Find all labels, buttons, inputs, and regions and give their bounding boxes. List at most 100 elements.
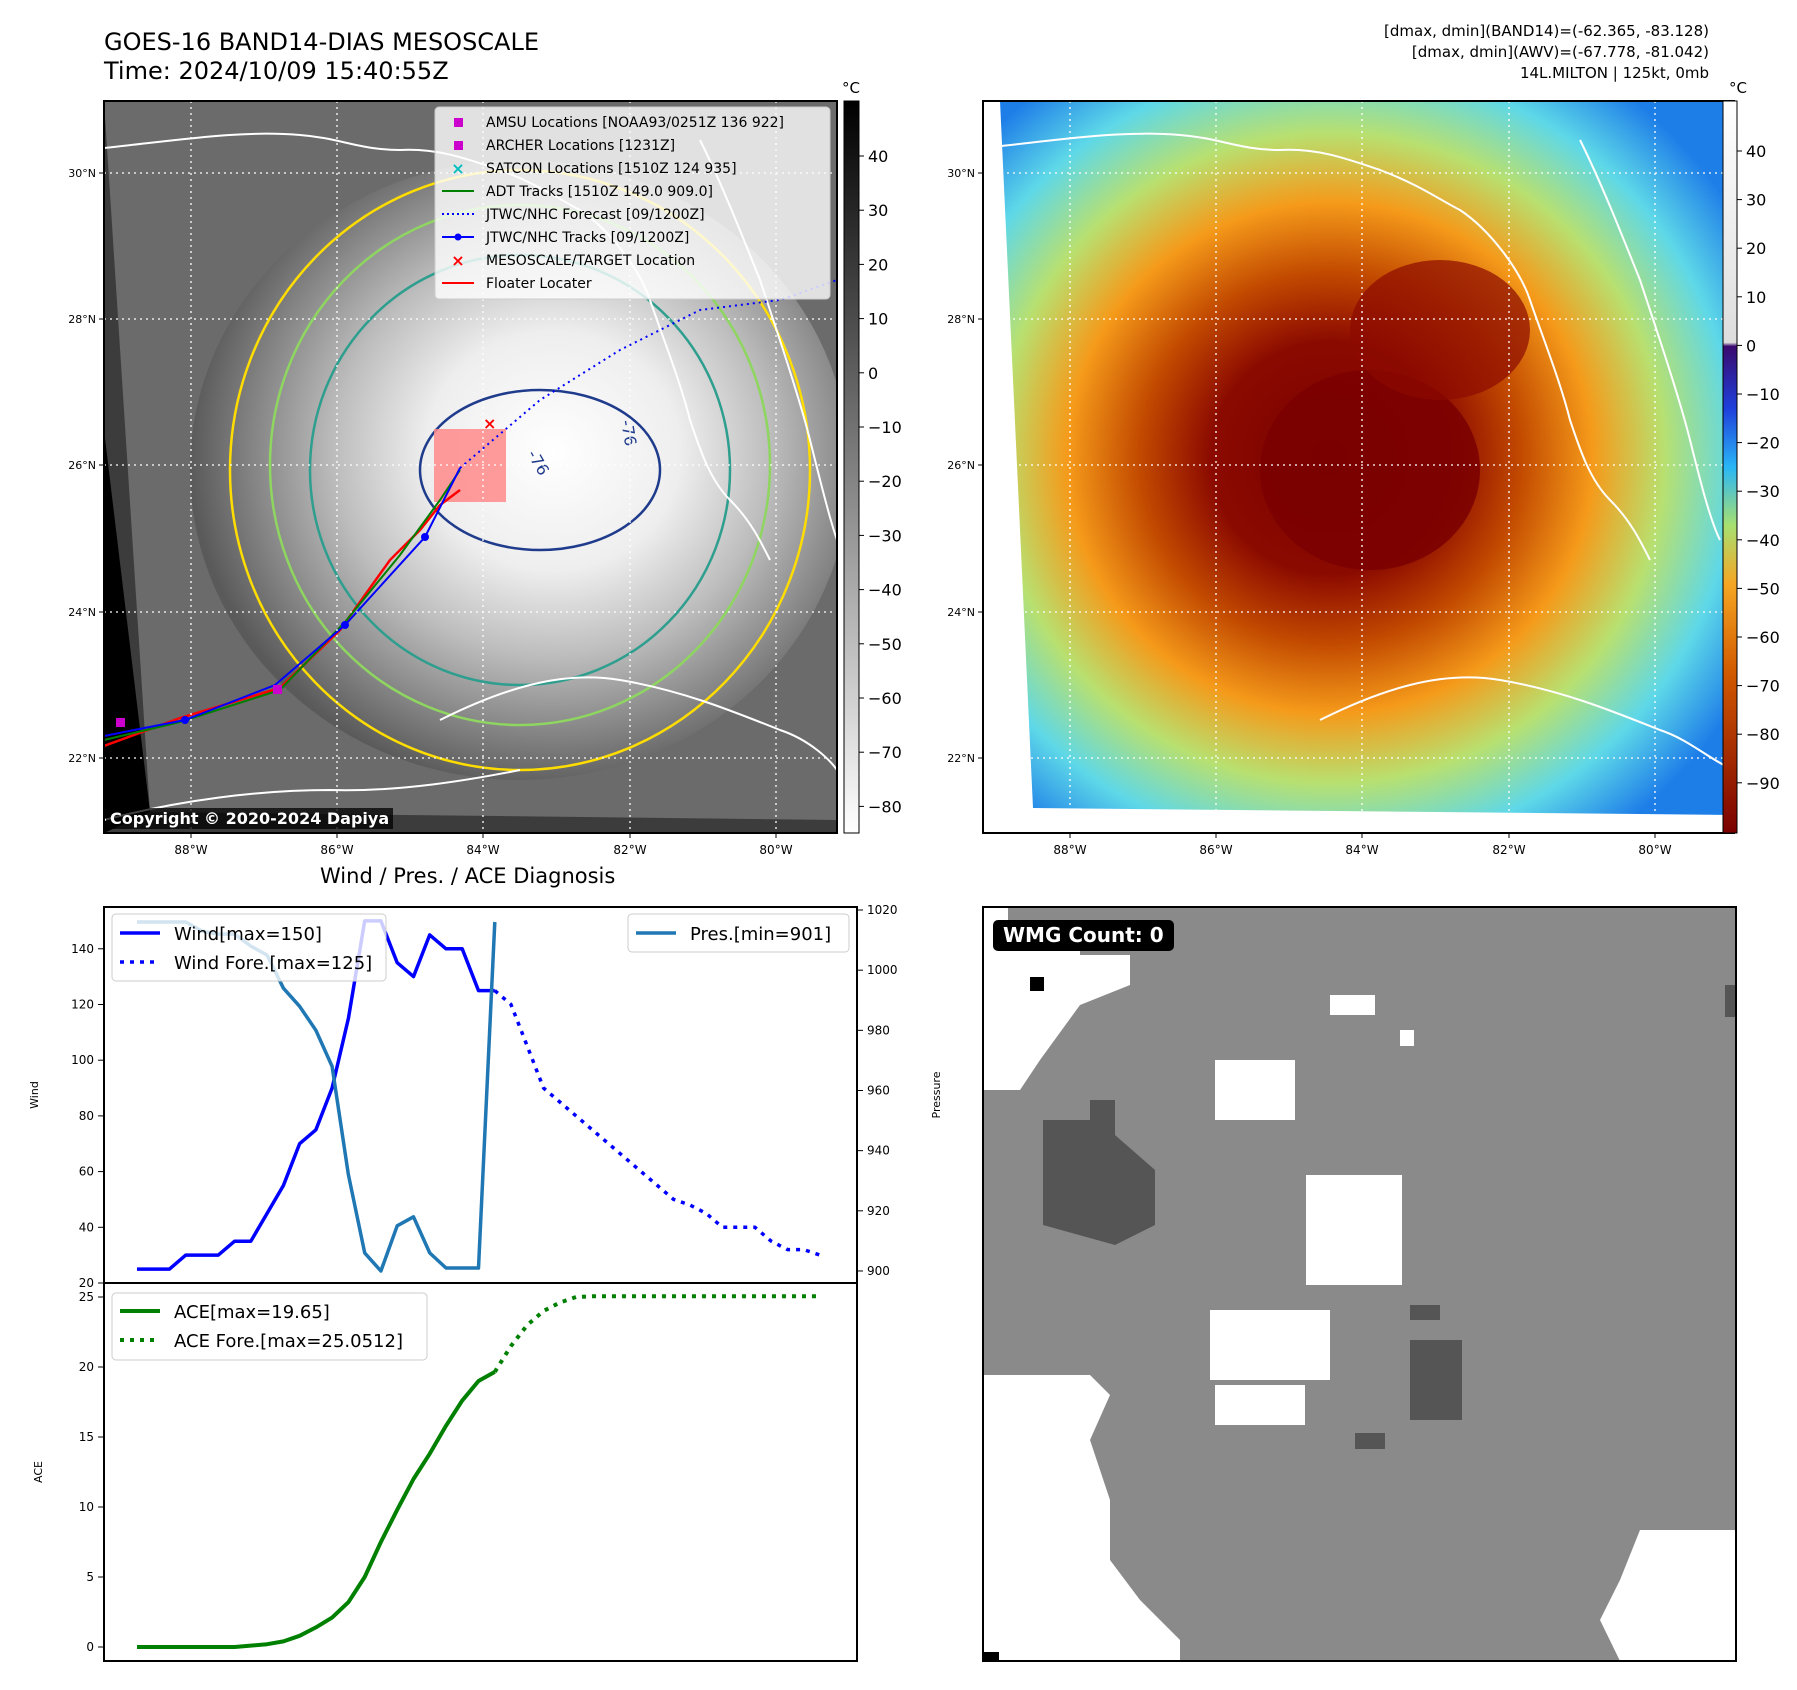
lat-tick-label: 22°N bbox=[947, 752, 975, 765]
wind-legend-box bbox=[111, 913, 387, 982]
colorbar-tick-label: 10 bbox=[1746, 288, 1766, 307]
colorbar-tick-label: −50 bbox=[1746, 579, 1780, 598]
wmg-black-pixel bbox=[983, 1652, 999, 1661]
lat-tick-label: 28°N bbox=[68, 313, 96, 326]
wmg-clear-region bbox=[1400, 1030, 1414, 1046]
colorbar-tick-label: −30 bbox=[1746, 482, 1780, 501]
colorbar-tick-label: −20 bbox=[1746, 434, 1780, 453]
colorbar-tick-label: −60 bbox=[868, 689, 902, 708]
lat-tick-label: 26°N bbox=[68, 459, 96, 472]
legend-marker-square bbox=[454, 141, 463, 150]
pressure-tick-label: 920 bbox=[867, 1204, 890, 1218]
wmg-clear-region bbox=[983, 907, 1130, 1090]
lat-tick-label: 24°N bbox=[947, 606, 975, 619]
lat-tick-label: 26°N bbox=[947, 459, 975, 472]
wind-fore-legend-label: Wind Fore.[max=125] bbox=[174, 953, 372, 974]
wmg-clear-region bbox=[1215, 1385, 1305, 1425]
legend-entry-label: Floater Locater bbox=[486, 276, 592, 292]
wmg-dark-region bbox=[1410, 1340, 1462, 1420]
jtwc-track-point bbox=[341, 621, 349, 629]
colorbar-tick-label: −90 bbox=[1746, 774, 1780, 793]
wmg-clear-region bbox=[1210, 1310, 1330, 1380]
jtwc-track-point bbox=[421, 533, 429, 541]
right-map-cdo bbox=[1260, 370, 1480, 570]
ace-fore-legend-label: ACE Fore.[max=25.0512] bbox=[174, 1331, 403, 1352]
gray-colorbar bbox=[843, 100, 860, 834]
wmg-clear-region bbox=[983, 1375, 1180, 1661]
colorbar-tick-label: −10 bbox=[868, 418, 902, 437]
colorbar-tick-label: 40 bbox=[868, 147, 888, 166]
gray-colorbar-unit: °C bbox=[842, 79, 860, 97]
colorbar-tick-label: 0 bbox=[868, 364, 878, 383]
lon-tick-label: 86°W bbox=[320, 843, 353, 857]
wmg-clear-region bbox=[1306, 1175, 1402, 1285]
archer-marker bbox=[273, 685, 282, 694]
wind-axis-label: Wind bbox=[28, 1081, 41, 1109]
lon-tick-label: 80°W bbox=[1638, 843, 1671, 857]
colorbar-tick-label: −60 bbox=[1746, 628, 1780, 647]
ace-legend-label: ACE[max=19.65] bbox=[174, 1302, 330, 1323]
pressure-legend-label: Pres.[min=901] bbox=[690, 924, 831, 945]
wmg-dark-region bbox=[1725, 985, 1736, 1017]
band14-stats: [dmax, dmin](BAND14)=(-62.365, -83.128) bbox=[1384, 22, 1709, 40]
lon-tick-label: 88°W bbox=[174, 843, 207, 857]
pressure-tick-label: 940 bbox=[867, 1144, 890, 1158]
series-line-ace-fore- bbox=[493, 1294, 820, 1373]
colorbar-tick-label: −80 bbox=[1746, 725, 1780, 744]
wmg-black-pixel bbox=[1030, 977, 1044, 991]
wind-tick-label: 80 bbox=[79, 1109, 94, 1123]
legend-entry-label: AMSU Locations [NOAA93/0251Z 136 922] bbox=[486, 115, 784, 131]
legend-marker-x: × bbox=[451, 159, 464, 178]
wmg-clear-region bbox=[1215, 1060, 1295, 1120]
colorbar-tick-label: 20 bbox=[1746, 239, 1766, 258]
wmg-clear-region bbox=[1600, 1530, 1736, 1661]
lon-tick-label: 84°W bbox=[466, 843, 499, 857]
wind-tick-label: 40 bbox=[79, 1220, 94, 1234]
wmg-count-badge: WMG Count: 0 bbox=[993, 920, 1174, 951]
pressure-tick-label: 900 bbox=[867, 1264, 890, 1278]
wind-tick-label: 20 bbox=[79, 1276, 94, 1290]
colorbar-tick-label: −40 bbox=[1746, 531, 1780, 550]
floater-track bbox=[104, 489, 461, 748]
left-map-frame bbox=[103, 100, 838, 834]
wmg-frame bbox=[982, 906, 1737, 1662]
wmg-panel bbox=[982, 906, 1737, 1662]
contour-label-2: -76 bbox=[617, 418, 640, 447]
target-marker: × bbox=[483, 414, 496, 433]
colorbar-tick-label: −40 bbox=[868, 581, 902, 600]
ace-tick-label: 15 bbox=[79, 1430, 94, 1444]
colorbar-tick-label: −50 bbox=[868, 635, 902, 654]
colorbar-tick-label: −10 bbox=[1746, 385, 1780, 404]
diagnosis-title: Wind / Pres. / ACE Diagnosis bbox=[320, 864, 616, 888]
legend-entry-label: JTWC/NHC Tracks [09/1200Z] bbox=[485, 230, 689, 246]
wmg-clear-region bbox=[1330, 995, 1375, 1015]
left-map-coastline-cuba bbox=[439, 676, 837, 771]
awv-stats: [dmax, dmin](AWV)=(-67.778, -81.042) bbox=[1411, 43, 1709, 61]
copyright-label: Copyright © 2020-2024 Dapiya bbox=[106, 808, 394, 829]
pressure-tick-label: 1020 bbox=[867, 903, 898, 917]
legend-entry-label: JTWC/NHC Forecast [09/1200Z] bbox=[485, 207, 705, 223]
wmg-dark-region bbox=[1355, 1433, 1385, 1449]
lon-tick-label: 82°W bbox=[1492, 843, 1525, 857]
jtwc-track-point bbox=[181, 716, 189, 724]
colorbar-tick-label: 20 bbox=[868, 255, 888, 274]
right-map-rainband bbox=[1350, 260, 1530, 400]
colorbar-tick-label: 10 bbox=[868, 310, 888, 329]
legend-marker-dot bbox=[454, 233, 462, 241]
pressure-legend-box bbox=[627, 913, 850, 953]
amsu-marker bbox=[116, 718, 125, 727]
ace-legend-box bbox=[111, 1292, 428, 1361]
ace-tick-label: 20 bbox=[79, 1360, 94, 1374]
ace-tick-label: 0 bbox=[86, 1640, 94, 1654]
right-map-coastline-atlantic bbox=[1579, 139, 1721, 541]
lon-tick-label: 82°W bbox=[613, 843, 646, 857]
legend-marker-square bbox=[454, 118, 463, 127]
series-line-wind-fore- bbox=[493, 989, 821, 1257]
pressure-tick-label: 1000 bbox=[867, 963, 898, 977]
colorbar-tick-label: −80 bbox=[868, 797, 902, 816]
right-map-panel bbox=[983, 101, 1734, 833]
left-map-coastline-yucatan bbox=[104, 769, 521, 821]
wind-legend-label: Wind[max=150] bbox=[174, 924, 322, 945]
right-map-grid bbox=[983, 101, 1734, 833]
